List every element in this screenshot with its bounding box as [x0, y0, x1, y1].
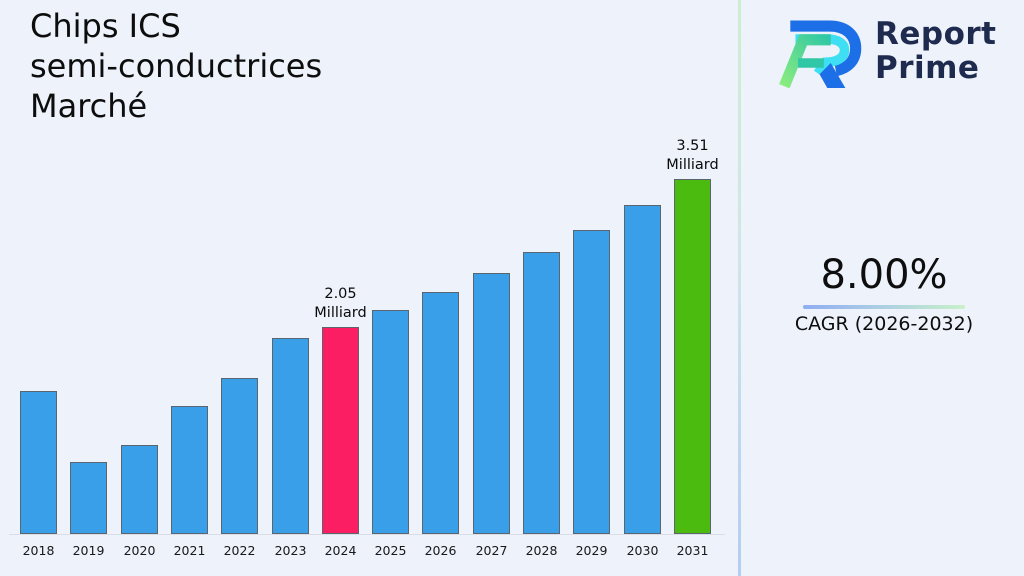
logo-text-line-2: Prime [875, 50, 980, 86]
page-title-line-3: Marché [30, 87, 148, 125]
x-tick-2027: 2027 [475, 543, 508, 558]
x-tick-2025: 2025 [374, 543, 407, 558]
bar-2024 [322, 327, 359, 534]
panel-divider [738, 0, 741, 576]
page-title: Chips ICS semi-conductrices Marché [30, 6, 322, 126]
value-label-2024: 2.05 Milliard [314, 286, 367, 321]
report-prime-logo: Report Prime [779, 8, 997, 94]
x-tick-2024: 2024 [324, 543, 357, 558]
x-tick-2030: 2030 [626, 543, 659, 558]
logo-text: Report Prime [875, 17, 997, 85]
bar-2020 [121, 445, 158, 534]
bar-2018 [20, 391, 57, 534]
x-tick-2019: 2019 [72, 543, 105, 558]
bar-2023 [272, 338, 309, 534]
x-tick-2026: 2026 [424, 543, 457, 558]
bar-2030 [624, 205, 661, 534]
kpi-underline [803, 305, 965, 309]
kpi-cagr-caption: CAGR (2026-2032) [794, 313, 974, 335]
x-tick-2022: 2022 [223, 543, 256, 558]
x-axis-line [9, 534, 725, 535]
value-label-2031: 3.51 Milliard [666, 138, 719, 173]
bar-2027 [473, 273, 510, 534]
x-tick-2029: 2029 [575, 543, 608, 558]
page-title-line-2: semi-conductrices [30, 47, 323, 85]
report-prime-logo-icon [779, 20, 862, 89]
x-tick-2028: 2028 [525, 543, 558, 558]
page-title-line-1: Chips ICS [30, 7, 181, 45]
x-tick-2018: 2018 [22, 543, 55, 558]
bar-2029 [573, 230, 610, 534]
bar-2022 [221, 378, 258, 534]
bar-2025 [372, 310, 409, 534]
x-tick-2020: 2020 [123, 543, 156, 558]
bar-2019 [70, 462, 107, 534]
bar-2021 [171, 406, 208, 534]
x-tick-2023: 2023 [274, 543, 307, 558]
logo-text-line-1: Report [875, 16, 997, 52]
bar-2028 [523, 252, 560, 534]
x-tick-2031: 2031 [676, 543, 709, 558]
bar-2031 [674, 179, 711, 534]
bar-2026 [422, 292, 459, 534]
x-tick-2021: 2021 [173, 543, 206, 558]
kpi-cagr-value: 8.00% [820, 252, 948, 298]
